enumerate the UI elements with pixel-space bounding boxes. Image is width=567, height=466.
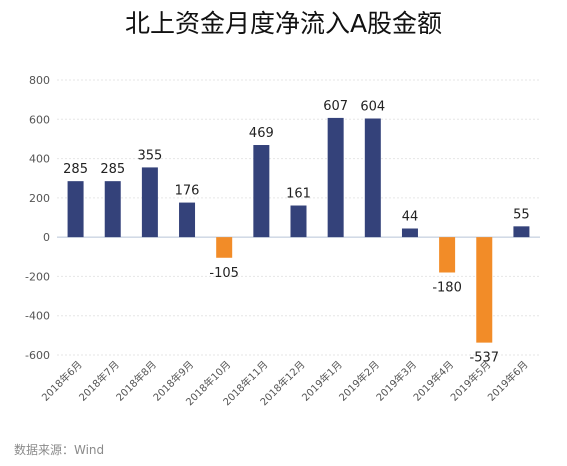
data-label: 355: [137, 148, 162, 163]
data-label: -105: [209, 266, 239, 281]
data-label: 55: [513, 207, 530, 222]
data-label: 469: [249, 126, 274, 141]
bars: [67, 117, 530, 343]
bar: [513, 226, 530, 238]
data-label: 285: [63, 162, 88, 177]
data-label: -180: [432, 281, 462, 296]
bar: [67, 181, 84, 238]
data-labels: 285 285 355 176 -105 469 161 607 604 44 -180 -537 55: [63, 99, 530, 366]
bar: [327, 117, 344, 238]
bar: [104, 181, 121, 238]
bar: [216, 237, 233, 258]
bar: [364, 118, 381, 238]
y-tick-label: 200: [29, 192, 50, 205]
bar: [141, 167, 158, 238]
y-tick-label: -400: [25, 310, 50, 323]
bar: [401, 228, 418, 238]
data-label: 604: [360, 100, 385, 115]
y-tick-label: 400: [29, 153, 50, 166]
bar: [439, 237, 456, 273]
y-axis-ticks: -600 -400 -200 0 200 400 600 800: [25, 74, 50, 362]
data-label: 285: [100, 162, 125, 177]
data-label: 161: [286, 187, 311, 202]
data-label: 44: [402, 210, 419, 225]
y-tick-label: -600: [25, 349, 50, 362]
chart-title: 北上资金月度净流入A股金额: [124, 9, 443, 38]
data-label: 176: [175, 184, 200, 199]
y-tick-label: 0: [43, 231, 50, 244]
bar: [253, 145, 270, 238]
bar: [290, 205, 307, 238]
y-tick-label: 600: [29, 113, 50, 126]
bar: [179, 202, 196, 238]
y-tick-label: -200: [25, 270, 50, 283]
data-label: -537: [470, 351, 500, 366]
bar: [476, 237, 493, 343]
y-tick-label: 800: [29, 74, 50, 87]
data-label: 607: [323, 99, 348, 114]
source-note: 数据来源：Wind: [14, 443, 105, 457]
x-axis-ticks: 2018年6月2018年7月2018年8月2018年9月2018年10月2018…: [39, 358, 531, 408]
